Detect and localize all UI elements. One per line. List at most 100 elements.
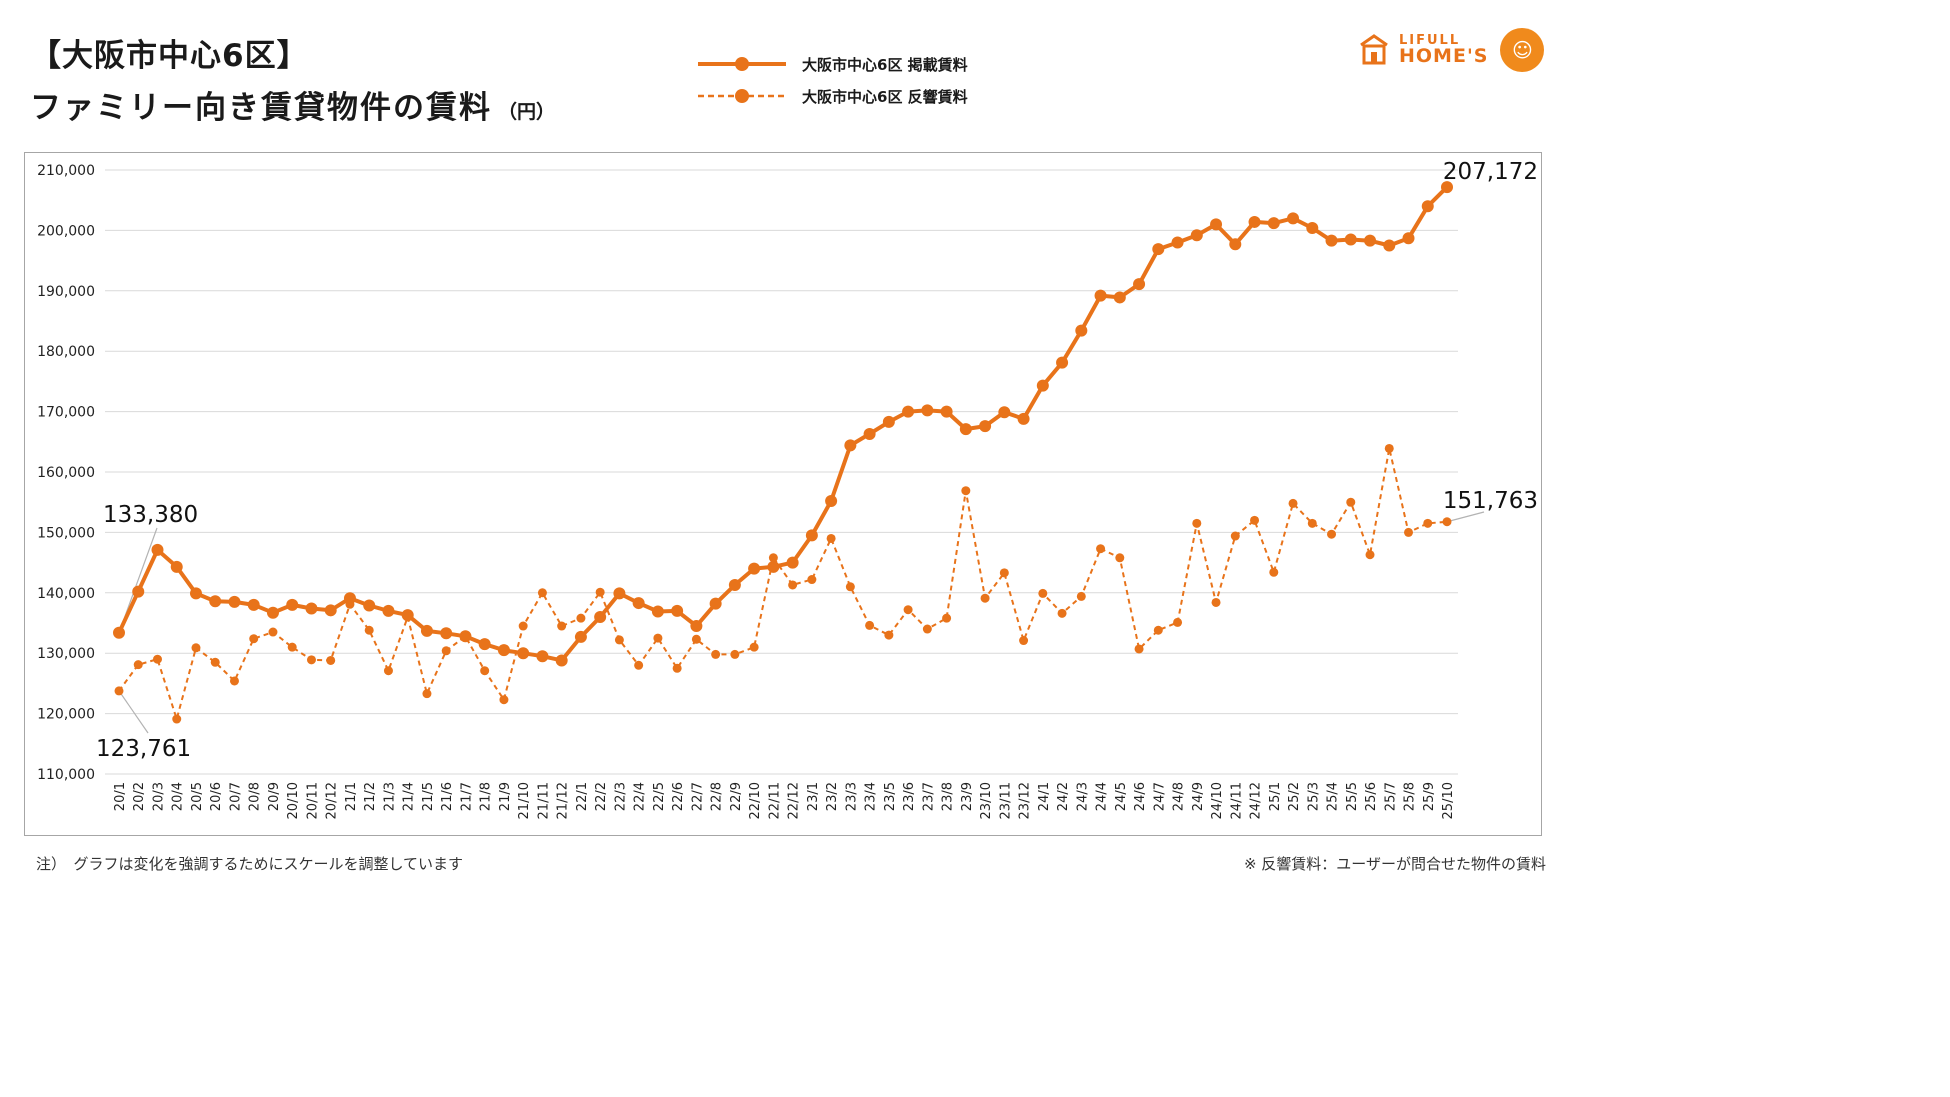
data-point-inquiry bbox=[326, 655, 336, 665]
data-point-listing bbox=[767, 560, 780, 573]
data-point-listing bbox=[1402, 232, 1415, 245]
data-point-inquiry bbox=[1404, 527, 1414, 537]
data-label: 123,761 bbox=[96, 736, 191, 762]
x-tick-label: 20/4 bbox=[171, 782, 186, 811]
x-tick-label: 22/6 bbox=[671, 782, 686, 811]
data-point-listing bbox=[1344, 233, 1357, 246]
data-point-listing bbox=[1190, 229, 1203, 242]
data-point-inquiry bbox=[1038, 588, 1048, 598]
x-tick-label: 23/5 bbox=[883, 782, 898, 811]
x-tick-label: 23/10 bbox=[979, 782, 994, 819]
x-tick-label: 23/3 bbox=[844, 782, 859, 811]
x-tick-label: 22/12 bbox=[787, 782, 802, 819]
series-line-inquiry bbox=[118, 447, 1448, 720]
data-point-inquiry bbox=[1288, 498, 1298, 508]
data-point-listing bbox=[1306, 221, 1319, 234]
data-point-inquiry bbox=[1115, 553, 1125, 563]
data-point-inquiry bbox=[961, 486, 971, 496]
x-tick-label: 23/6 bbox=[902, 782, 917, 811]
data-point-listing bbox=[1017, 412, 1030, 425]
data-point-inquiry bbox=[922, 624, 932, 634]
data-point-listing bbox=[902, 405, 915, 418]
data-point-listing bbox=[132, 585, 145, 598]
data-point-listing bbox=[1421, 200, 1434, 213]
x-tick-label: 24/11 bbox=[1229, 782, 1244, 819]
data-point-listing bbox=[113, 626, 125, 639]
data-point-inquiry bbox=[788, 580, 798, 590]
data-point-listing bbox=[1133, 278, 1146, 291]
callout-line bbox=[1446, 511, 1485, 523]
data-point-listing bbox=[1113, 291, 1126, 304]
x-tick-label: 20/8 bbox=[248, 782, 263, 811]
data-label: 151,763 bbox=[1443, 488, 1538, 514]
data-point-listing bbox=[1094, 289, 1107, 302]
y-tick-label: 190,000 bbox=[37, 284, 95, 300]
data-point-listing bbox=[594, 610, 607, 623]
data-point-listing bbox=[728, 578, 741, 591]
data-point-inquiry bbox=[1134, 644, 1144, 654]
x-tick-label: 24/10 bbox=[1210, 782, 1225, 819]
logo-text: LIFULL HOME'S bbox=[1399, 34, 1488, 66]
x-tick-label: 25/2 bbox=[1287, 782, 1302, 811]
logo-line1: LIFULL bbox=[1399, 33, 1461, 48]
data-point-listing bbox=[324, 604, 337, 617]
data-point-inquiry bbox=[1423, 518, 1433, 528]
x-tick-label: 21/12 bbox=[556, 782, 571, 819]
data-point-listing bbox=[1152, 243, 1165, 256]
data-point-listing bbox=[517, 647, 530, 660]
data-point-inquiry bbox=[422, 689, 432, 699]
data-point-listing bbox=[940, 405, 953, 418]
x-tick-label: 20/5 bbox=[190, 782, 205, 811]
data-point-inquiry bbox=[865, 620, 875, 630]
data-point-inquiry bbox=[1173, 617, 1183, 627]
data-point-listing bbox=[536, 650, 549, 663]
data-label: 207,172 bbox=[1443, 159, 1538, 185]
data-point-inquiry bbox=[133, 660, 143, 670]
x-tick-label: 24/6 bbox=[1133, 782, 1148, 811]
data-point-listing bbox=[1075, 324, 1088, 337]
data-point-listing bbox=[1441, 181, 1453, 194]
page-title: 【大阪市中心6区】 bbox=[30, 38, 309, 74]
data-point-listing bbox=[1248, 215, 1261, 228]
data-point-inquiry bbox=[1230, 531, 1240, 541]
mascot-icon: ☺ bbox=[1500, 28, 1545, 72]
x-tick-label: 21/3 bbox=[382, 782, 397, 811]
x-tick-label: 25/3 bbox=[1306, 782, 1321, 811]
data-point-listing bbox=[189, 587, 202, 600]
data-point-inquiry bbox=[537, 588, 547, 598]
legend-swatch-dashed bbox=[698, 89, 786, 103]
x-tick-label: 22/9 bbox=[729, 782, 744, 811]
data-point-inquiry bbox=[1307, 518, 1317, 528]
data-point-listing bbox=[286, 598, 299, 611]
house-icon bbox=[1360, 34, 1388, 65]
annotations: 133,380 207,172 123,761 151,763 bbox=[96, 159, 1538, 762]
x-tick-label: 22/11 bbox=[767, 782, 782, 819]
data-point-listing bbox=[632, 597, 645, 610]
x-tick-label: 24/7 bbox=[1152, 782, 1167, 811]
x-tick-label: 22/7 bbox=[690, 782, 705, 811]
x-tick-label: 24/5 bbox=[1114, 782, 1129, 811]
data-point-inquiry bbox=[672, 663, 682, 673]
data-point-listing bbox=[305, 602, 318, 615]
data-point-listing bbox=[671, 604, 684, 617]
x-tick-label: 25/6 bbox=[1364, 782, 1379, 811]
data-point-inquiry bbox=[614, 635, 624, 645]
subtitle-text: ファミリー向き賃貸物件の賃料 bbox=[30, 90, 492, 126]
data-point-inquiry bbox=[845, 582, 855, 592]
x-tick-label: 25/1 bbox=[1268, 782, 1283, 811]
x-tick-label: 22/1 bbox=[575, 782, 590, 811]
x-tick-label: 21/8 bbox=[479, 782, 494, 811]
data-point-listing bbox=[1229, 238, 1242, 251]
footnote-scale: 注） グラフは変化を強調するためにスケールを調整しています bbox=[36, 855, 464, 873]
data-point-inquiry bbox=[1153, 625, 1163, 635]
data-point-listing bbox=[979, 420, 992, 433]
x-tick-label: 23/1 bbox=[806, 782, 821, 811]
data-point-listing bbox=[613, 587, 626, 600]
data-point-listing bbox=[382, 604, 395, 617]
data-point-listing bbox=[574, 630, 587, 643]
data-point-inquiry bbox=[980, 593, 990, 603]
x-tick-label: 23/11 bbox=[998, 782, 1013, 819]
data-point-listing bbox=[1267, 217, 1280, 230]
x-tick-label: 21/9 bbox=[498, 782, 513, 811]
data-point-inquiry bbox=[191, 643, 201, 653]
